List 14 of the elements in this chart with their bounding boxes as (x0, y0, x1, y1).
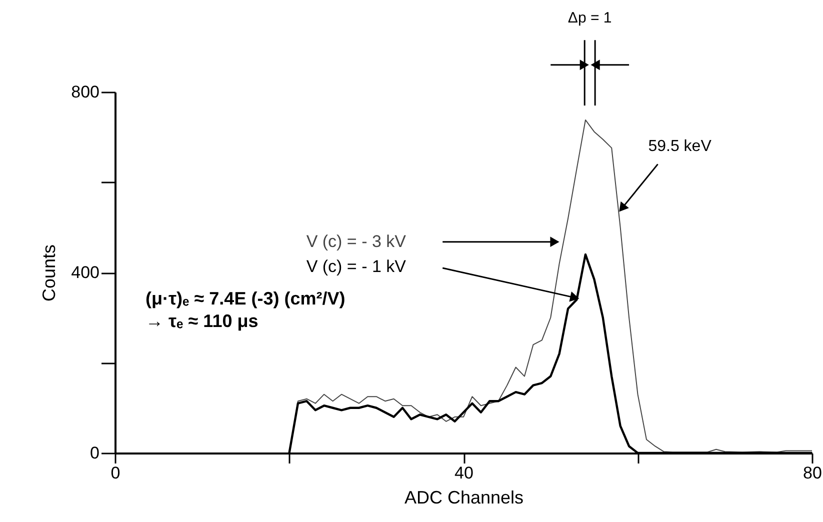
annotation: → τₑ ≈ 110 μs (145, 311, 258, 332)
text: V (c) = - 1 kV (306, 257, 407, 276)
x-tick-label: 0 (110, 464, 120, 482)
annotation: (μ·τ)ₑ ≈ 7.4E (-3) (cm²/V) (145, 288, 346, 309)
x-tick-label: 40 (454, 464, 474, 482)
text: Δp = 1 (568, 10, 612, 27)
x-axis-title: ADC Channels (404, 488, 524, 508)
annotation: 59.5 keV (648, 138, 712, 156)
y-tick-label: 0 (90, 444, 100, 462)
x-tick-label: 80 (803, 464, 822, 482)
text: V (c) = - 3 kV (306, 232, 407, 251)
y-axis-title: Counts (39, 244, 60, 302)
y-tick-label: 800 (71, 82, 100, 102)
y-tick-label: 400 (71, 263, 100, 282)
